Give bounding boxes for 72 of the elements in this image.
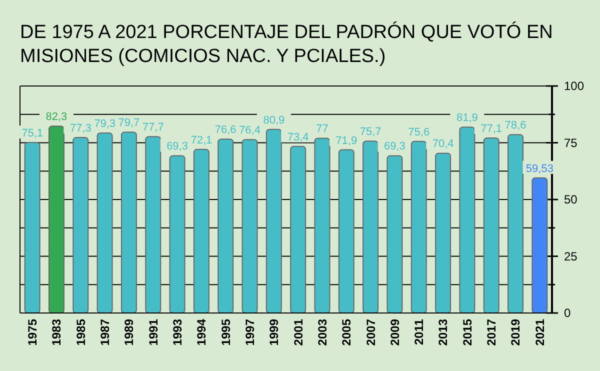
- data-label: 77,1: [480, 122, 502, 135]
- bar: [459, 126, 476, 314]
- x-tick-label: 2007: [364, 318, 378, 346]
- x-tick-label: 2011: [412, 318, 426, 346]
- y-tick-label: 25: [564, 249, 578, 264]
- data-label: 78,6: [504, 120, 526, 132]
- x-tick-label: 2015: [460, 318, 474, 346]
- y-tick-label: 75: [564, 136, 578, 150]
- x-tick-label: 2009: [388, 318, 402, 346]
- bar: [338, 149, 354, 314]
- bar: [410, 140, 427, 314]
- bar: [145, 136, 162, 314]
- bar: [314, 138, 330, 314]
- x-tick-label: 1993: [170, 318, 184, 346]
- data-label: 70,4: [432, 138, 454, 150]
- data-label: 77: [316, 123, 328, 136]
- bar: [218, 138, 234, 314]
- bar: [169, 155, 186, 314]
- x-tick-label: 1997: [242, 318, 257, 346]
- data-label: 80,9: [263, 114, 285, 126]
- x-tick-label: 2019: [508, 318, 523, 346]
- x-tick-label: 1991: [146, 318, 160, 346]
- bar: [386, 155, 403, 314]
- x-tick-label: 1975: [26, 318, 40, 346]
- bar: [242, 139, 258, 314]
- data-label: 76,6: [214, 124, 236, 136]
- x-tick-label: 2001: [291, 318, 306, 346]
- bar: [24, 142, 40, 314]
- x-tick-label: 1985: [74, 318, 88, 346]
- x-tick-label: 2005: [340, 318, 354, 346]
- data-label: 72,1: [190, 134, 212, 146]
- data-label: 77,7: [142, 122, 164, 134]
- bar: [532, 177, 548, 314]
- bar: [193, 148, 210, 314]
- data-label: 69,3: [166, 140, 188, 153]
- bar: [96, 132, 113, 314]
- data-label: 75,6: [408, 126, 430, 138]
- data-label: 75,7: [360, 126, 382, 138]
- data-label: 77,3: [70, 122, 92, 135]
- bar: [508, 134, 524, 314]
- data-label: 79,7: [118, 117, 140, 130]
- bar: [120, 132, 137, 314]
- data-label: 73,4: [287, 131, 309, 144]
- bar: [266, 128, 282, 314]
- x-tick-label: 2021: [532, 318, 547, 346]
- bar: [435, 152, 452, 314]
- chart-title: DE 1975 A 2021 PORCENTAJE DEL PADRÓN QUE VOTÓ EN MISIONES (COMICIOS NAC. Y PCIALES.): [20, 21, 553, 67]
- bar: [362, 140, 379, 314]
- x-tick-label: 1994: [194, 318, 209, 346]
- data-label: 82,3: [46, 111, 68, 124]
- x-tick-label: 1999: [267, 318, 282, 346]
- data-label: 79,3: [94, 118, 116, 130]
- x-tick-label: 1989: [122, 318, 136, 346]
- data-label: 81,9: [456, 112, 478, 124]
- bar: [72, 137, 89, 314]
- x-tick-label: 2003: [315, 318, 330, 346]
- x-tick-label: 1983: [50, 318, 64, 346]
- x-tick-label: 2013: [436, 318, 450, 346]
- bar: [483, 137, 500, 314]
- y-tick-label: 50: [564, 192, 578, 207]
- data-label: 71,9: [336, 134, 358, 147]
- data-label: 75,1: [22, 128, 44, 140]
- bar: [290, 146, 306, 314]
- y-tick-label: 100: [564, 79, 584, 94]
- x-tick-label: 1987: [98, 318, 112, 346]
- data-label: 69,3: [384, 140, 406, 153]
- data-label: 59,53: [526, 162, 554, 175]
- bar: [48, 126, 64, 314]
- y-tick-label: 0: [564, 306, 571, 320]
- data-label: 76,4: [239, 124, 260, 137]
- x-tick-label: 2017: [484, 318, 499, 346]
- x-tick-label: 1995: [218, 318, 233, 346]
